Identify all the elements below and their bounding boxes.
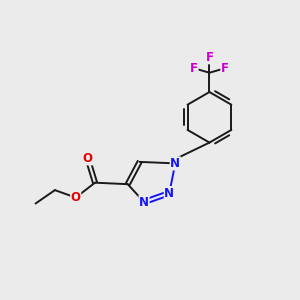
Text: N: N [164,187,174,200]
Text: N: N [170,157,180,170]
Text: O: O [71,191,81,204]
Text: F: F [221,62,229,75]
Text: N: N [139,196,149,208]
Text: F: F [190,62,198,75]
Text: O: O [82,152,93,165]
Text: F: F [206,51,213,64]
